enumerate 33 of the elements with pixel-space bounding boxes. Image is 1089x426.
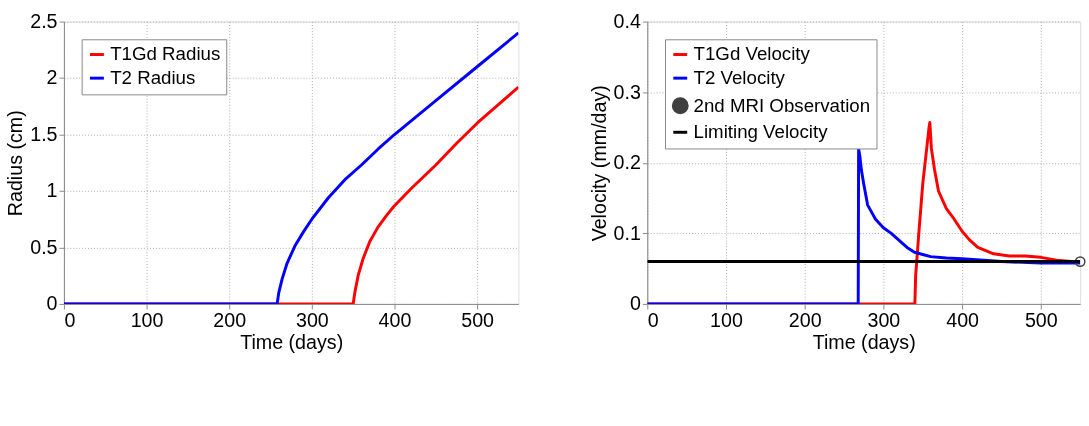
y-tick-label: 2 [46, 66, 58, 89]
x-tick-label: 0 [64, 309, 76, 332]
legend-label: Limiting Velocity [693, 121, 829, 143]
y-tick-label: 0.2 [613, 151, 641, 174]
legend-label: T2 Radius [110, 67, 196, 89]
y-tick-label: 0.4 [613, 9, 641, 32]
y-tick-label: 0 [46, 292, 58, 315]
x-tick-label: 100 [710, 309, 743, 332]
y-axis-title: Velocity (mm/day) [587, 85, 610, 242]
x-tick-label: 300 [295, 309, 329, 332]
legend-label: T1Gd Radius [110, 43, 221, 65]
legend-label: T2 Velocity [693, 67, 786, 89]
x-tick-label: 100 [130, 309, 164, 332]
legend-label: 2nd MRI Observation [693, 94, 871, 116]
y-tick-label: 1.5 [30, 122, 58, 145]
x-tick-label: 200 [788, 309, 822, 332]
x-tick-label: 300 [867, 309, 901, 332]
y-tick-label: 0.5 [30, 235, 58, 258]
x-tick-label: 0 [647, 309, 659, 332]
y-tick-label: 0 [629, 292, 641, 315]
x-tick-label: 500 [461, 309, 495, 332]
x-axis-title: Time (days) [812, 330, 916, 353]
legend-label: T1Gd Velocity [693, 43, 811, 65]
x-tick-label: 400 [946, 309, 980, 332]
y-tick-label: 2.5 [30, 9, 58, 32]
y-tick-label: 1 [46, 179, 58, 202]
y-tick-label: 0.1 [613, 221, 641, 244]
x-tick-label: 400 [378, 309, 412, 332]
x-tick-label: 500 [1024, 309, 1058, 332]
x-tick-label: 200 [213, 309, 247, 332]
y-tick-label: 0.3 [613, 80, 641, 103]
x-axis-title: Time (days) [240, 330, 344, 353]
y-axis-title: Radius (cm) [4, 110, 27, 217]
